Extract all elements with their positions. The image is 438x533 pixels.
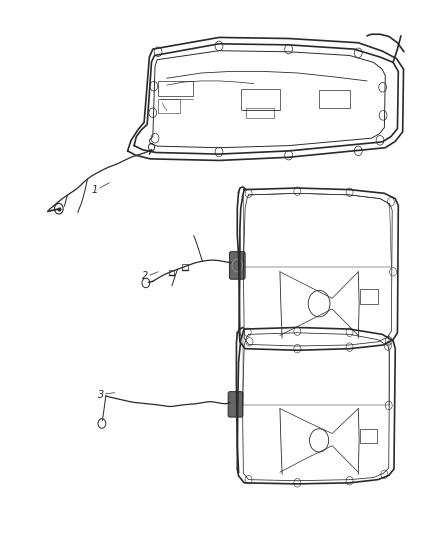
Bar (241, 89, 280, 110)
Bar (246, 109, 274, 118)
Bar (360, 429, 377, 442)
Text: 3: 3 (98, 390, 104, 400)
Bar (158, 100, 180, 113)
Text: 1: 1 (92, 184, 98, 195)
Bar (360, 289, 378, 304)
FancyBboxPatch shape (230, 252, 245, 279)
FancyBboxPatch shape (228, 392, 243, 417)
Bar (158, 81, 193, 96)
Bar (319, 90, 350, 109)
Text: 2: 2 (142, 271, 148, 280)
